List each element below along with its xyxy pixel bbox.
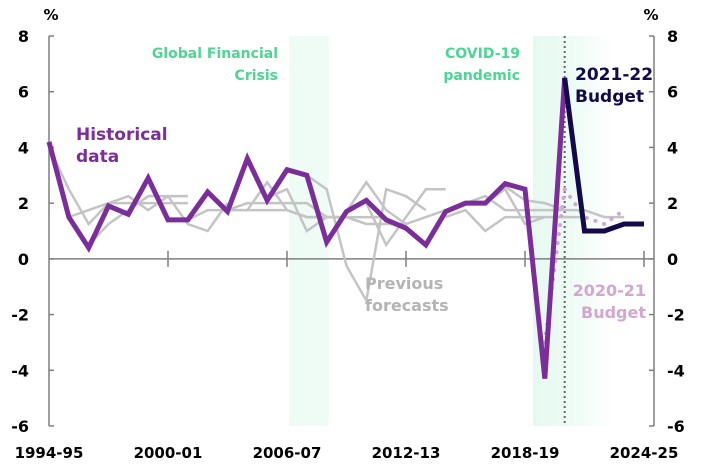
budget-2021-22-line <box>562 77 644 234</box>
covid-label: COVID-19 pandemic <box>443 46 520 84</box>
historical-data-label: Historical data <box>76 125 168 167</box>
previous-forecast-line <box>345 180 447 226</box>
y-tick-label-left: -2 <box>11 306 29 325</box>
y-tick-label-left: 0 <box>18 250 29 269</box>
y-tick-label-right: 0 <box>667 250 678 269</box>
previous-forecast-line <box>306 174 427 305</box>
y-tick-label-right: 8 <box>667 27 678 46</box>
previous-forecast-line <box>484 187 585 226</box>
budget-2020-21-line <box>542 183 627 345</box>
y-tick-label-right: 2 <box>667 194 678 213</box>
previous-forecast-line <box>47 146 188 227</box>
previous-forecast-line <box>465 194 565 212</box>
budget-2020-21-label: 2020-21 Budget <box>573 281 647 322</box>
x-tick-label: 1994-95 <box>15 444 84 462</box>
x-tick-label: 2000-01 <box>134 444 203 462</box>
y-tick-label-right: -4 <box>667 361 685 380</box>
y-tick-label-right: -6 <box>667 417 685 436</box>
y-axis-label-left: % <box>43 6 58 24</box>
x-tick-label: 2006-07 <box>253 444 322 462</box>
y-tick-label-left: -4 <box>11 361 29 380</box>
gfc-label: Global Financial Crisis <box>152 46 278 84</box>
y-axis-label-right: % <box>643 6 658 24</box>
previous-forecast-line <box>68 201 188 219</box>
y-tick-label-right: 6 <box>667 83 678 102</box>
y-tick-label-left: 6 <box>18 83 29 102</box>
historical-data-line <box>46 77 568 379</box>
y-tick-label-left: -6 <box>11 417 29 436</box>
x-tick-label: 2018-19 <box>491 444 560 462</box>
previous-forecast-line <box>365 187 446 248</box>
y-tick-label-left: 4 <box>18 138 29 157</box>
y-tick-label-left: 2 <box>18 194 29 213</box>
y-tick-label-right: -2 <box>667 306 685 325</box>
x-tick-label: 2012-13 <box>372 444 441 462</box>
x-tick-label: 2024-25 <box>610 444 679 462</box>
previous-forecast-line <box>266 187 406 233</box>
y-tick-label-right: 4 <box>667 138 678 157</box>
y-tick-label-left: 8 <box>18 27 29 46</box>
budget-2021-22-label: 2021-22 Budget <box>575 65 653 107</box>
previous-forecasts-label: Previous forecasts <box>365 274 449 315</box>
